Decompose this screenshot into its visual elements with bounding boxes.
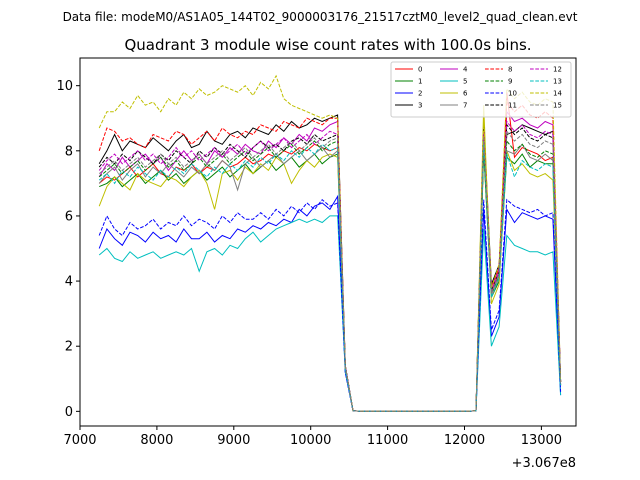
legend-label-12: 12: [553, 66, 562, 74]
x-tick-label: 7000: [63, 433, 96, 448]
legend-label-15: 15: [553, 102, 562, 110]
y-tick-label: 2: [65, 340, 73, 355]
y-tick-label: 4: [65, 275, 73, 290]
chart-suptitle: Data file: modeM0/AS1A05_144T02_90000031…: [63, 10, 578, 24]
legend-label-13: 13: [553, 78, 562, 86]
x-tick-label: 9000: [217, 433, 250, 448]
y-tick-label: 8: [65, 144, 73, 159]
legend-label-10: 10: [508, 90, 517, 98]
legend-label-8: 8: [508, 66, 512, 74]
series-line-12: [98, 120, 562, 412]
series-line-11: [98, 123, 562, 412]
series-line-5: [98, 215, 562, 412]
legend-label-6: 6: [463, 90, 468, 98]
x-axis: 7000 8000 9000 10000 11000 12000 13000: [63, 426, 562, 448]
y-axis: 0 2 4 6 8 10: [56, 79, 80, 420]
plot-frame: [79, 57, 577, 427]
x-tick-label: 10000: [290, 433, 331, 448]
y-tick-label: 10: [56, 79, 73, 94]
legend-label-5: 5: [463, 78, 467, 86]
series-line-14: [98, 74, 562, 412]
x-tick-label: 8000: [140, 433, 173, 448]
x-tick-label: 12000: [444, 433, 485, 448]
legend-label-11: 11: [508, 102, 517, 110]
series-line-15: [98, 129, 562, 412]
y-tick-label: 6: [65, 209, 73, 224]
x-tick-label: 13000: [521, 433, 562, 448]
series-line-0: [98, 92, 562, 412]
series-line-3: [98, 114, 562, 412]
legend-box: [390, 61, 572, 118]
series-line-8: [98, 100, 562, 412]
legend-label-2: 2: [418, 90, 422, 98]
legend-label-14: 14: [553, 90, 562, 98]
legend-label-0: 0: [418, 66, 422, 74]
chart-title: Quadrant 3 module wise count rates with …: [124, 36, 531, 54]
legend-label-9: 9: [508, 78, 512, 86]
y-tick-label: 0: [65, 405, 73, 420]
legend-label-7: 7: [463, 102, 467, 110]
plot-series-group: [98, 74, 562, 412]
legend-label-3: 3: [418, 102, 422, 110]
x-tick-label: 11000: [367, 433, 408, 448]
legend-label-1: 1: [418, 78, 422, 86]
legend-label-4: 4: [463, 66, 468, 74]
series-line-10: [98, 198, 562, 412]
x-offset-label: +3.067e8: [512, 456, 576, 471]
